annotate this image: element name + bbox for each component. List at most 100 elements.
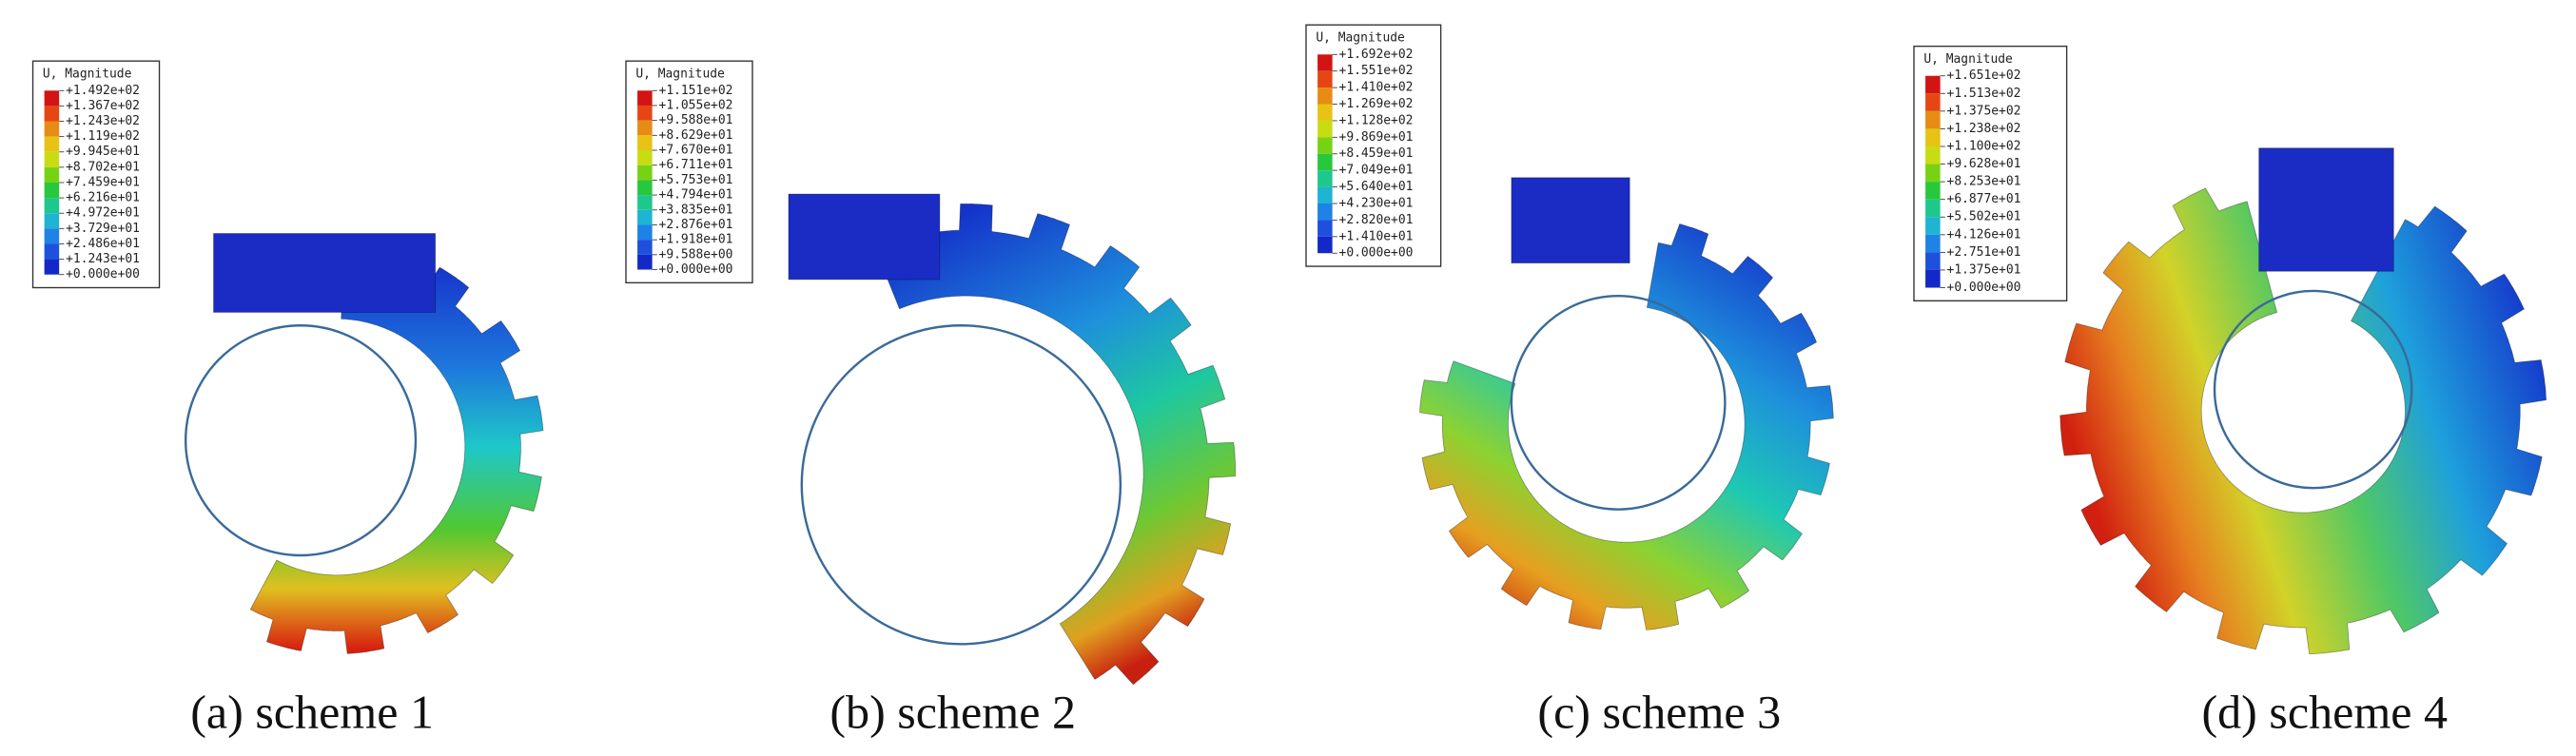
legend-swatch [637,150,653,165]
legend-label: +7.049e+01 [1339,164,1414,178]
legend-swatch [1925,145,1941,165]
legend-swatch [1925,110,1941,129]
legend-swatch [1925,234,1941,253]
legend-label: +8.629e+01 [659,128,733,143]
legend-label: +5.502e+01 [1947,210,2021,224]
legend-label: +1.238e+02 [1947,122,2021,136]
legend-label: +3.729e+01 [66,222,140,236]
legend-label: +8.702e+01 [66,160,140,174]
legend-label: +9.628e+01 [1947,157,2021,171]
legend-swatch [637,240,653,255]
legend-swatch [1317,87,1333,105]
legend-swatch [44,182,60,199]
legend-swatch [1925,75,1941,94]
legend-swatch [1317,54,1333,71]
legend-label: +1.243e+01 [66,252,140,266]
gear-base-block [1511,177,1630,264]
legend-swatch [44,136,60,152]
legend-label: +1.367e+02 [66,99,140,113]
legend-swatch [44,259,60,275]
legend-label: +2.820e+01 [1339,213,1414,227]
panel-caption: (d) scheme 4 [2201,685,2448,738]
legend-label: +0.000e+00 [1339,246,1414,261]
legend-label: +1.651e+02 [1947,68,2021,83]
legend-swatch [637,90,653,106]
legend-label: +6.216e+01 [66,191,140,205]
legend-swatch [637,105,653,121]
legend-swatch [1925,252,1941,270]
legend-swatch [1317,186,1333,204]
legend-label: +1.128e+02 [1339,113,1414,127]
legend-label: +9.945e+01 [66,145,140,159]
legend-swatch [1317,236,1333,254]
legend-label: +8.253e+01 [1947,175,2021,189]
legend-label: +5.753e+01 [659,173,733,187]
legend-label: +0.000e+00 [1947,281,2021,295]
legend-swatch [637,135,653,151]
legend-label: +2.876e+01 [659,218,733,232]
legend-label: +0.000e+00 [659,262,733,277]
legend-swatch [1317,137,1333,154]
legend-swatch [44,106,60,122]
legend-swatch [44,198,60,214]
legend-label: +2.486e+01 [66,237,140,251]
gear-base-block [213,233,437,313]
roller-circle [2213,289,2413,490]
legend-swatch [44,90,60,107]
legend-label: +1.119e+02 [66,129,140,144]
legend-swatch [637,180,653,196]
gear-base-block [788,193,941,281]
legend-label: +6.877e+01 [1947,192,2021,206]
legend-label: +7.670e+01 [659,144,733,158]
legend-label: +4.230e+01 [1339,197,1414,211]
legend-swatch [1317,104,1333,121]
legend-swatch [637,209,653,225]
legend-label: +0.000e+00 [66,267,140,281]
legend-label: +9.588e+00 [659,247,733,262]
legend-swatch [1925,269,1941,288]
legend-label: +1.243e+02 [66,114,140,128]
legend-label: +4.972e+01 [66,206,140,221]
legend-title: U, Magnitude [635,67,725,81]
legend-label: +9.869e+01 [1339,130,1414,145]
legend-swatch [1317,153,1333,171]
legend-swatch [1317,204,1333,221]
roller-circle [1510,294,1727,511]
legend-swatch [1317,120,1333,138]
legend-title: U, Magnitude [1923,52,2013,67]
deformed-gear [2059,187,2547,655]
legend-swatch [44,166,60,183]
gear-base-block [2258,147,2394,272]
legend-label: +1.375e+01 [1947,262,2021,277]
legend-title: U, Magnitude [43,67,132,81]
roller-circle [800,324,1122,646]
legend-swatch [1317,70,1333,88]
legend-label: +1.410e+01 [1339,229,1414,243]
legend-swatch [1925,217,1941,235]
legend-label: +1.918e+01 [659,233,733,247]
legend-swatch [1925,199,1941,218]
legend-label: +1.055e+02 [659,98,733,112]
legend-label: +1.375e+02 [1947,104,2021,118]
legend-label: +4.126e+01 [1947,227,2021,242]
panel-caption: (b) scheme 2 [829,685,1076,738]
deformed-gear [249,241,544,654]
legend-label: +5.640e+01 [1339,180,1414,194]
legend-swatch [44,121,60,137]
legend-swatch [637,120,653,136]
deformed-gear [874,204,1237,686]
legend-label: +1.492e+02 [66,84,140,98]
legend-label: +1.513e+02 [1947,87,2021,101]
legend-swatch [1925,182,1941,200]
legend-label: +8.459e+01 [1339,146,1414,161]
legend-label: +3.835e+01 [659,203,733,217]
legend-swatch [1317,220,1333,237]
legend-title: U, Magnitude [1316,31,1405,46]
legend-label: +1.692e+02 [1339,48,1414,62]
legend-swatch [1925,93,1941,111]
roller-circle [184,324,418,557]
legend-swatch [44,243,60,260]
legend-swatch [44,228,60,244]
legend-swatch [637,165,653,181]
